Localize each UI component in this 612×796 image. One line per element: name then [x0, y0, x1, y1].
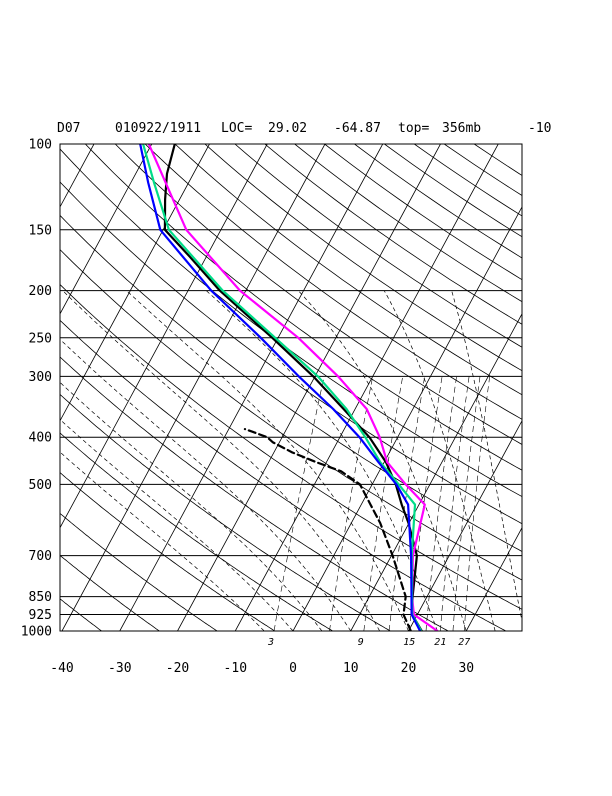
pressure-tick-label: 850 [29, 590, 52, 605]
header-top-label: top= [398, 121, 429, 136]
mixing-ratio-label: 3 [267, 637, 274, 648]
pressure-tick-label: 150 [29, 223, 52, 238]
mixing-ratio-line [453, 376, 480, 631]
moist-adiabat [12, 291, 351, 631]
temperature-tick-label: -40 [50, 661, 73, 676]
mixing-ratio-label: 27 [458, 637, 470, 648]
header-station: D07 [57, 121, 80, 136]
pressure-tick-label: 300 [29, 370, 52, 385]
moist-adiabat [298, 291, 466, 631]
dry-adiabat [235, 144, 612, 631]
temperature-tick-label: 20 [401, 661, 417, 676]
dry-adiabat [444, 144, 612, 631]
pressure-tick-label: 400 [29, 431, 52, 446]
dry-adiabat [26, 144, 612, 631]
pressure-tick-label: 1000 [21, 625, 52, 640]
header-lat: 29.02 [268, 121, 307, 136]
isotherm [524, 144, 612, 631]
plot-frame [60, 144, 522, 631]
mixing-ratio-line [274, 376, 324, 631]
header-loc-label: LOC= [221, 121, 252, 136]
dry-adiabat [0, 144, 448, 631]
temperature-tick-label: -20 [166, 661, 189, 676]
dry-adiabat [414, 144, 612, 631]
temperature-tick-label: 0 [289, 661, 297, 676]
dry-adiabat [384, 144, 612, 631]
dry-adiabat [0, 144, 612, 631]
mixing-ratio-label: 21 [434, 637, 446, 648]
temperature-tick-label: -10 [224, 661, 247, 676]
mixing-ratio-line [440, 376, 469, 631]
dry-adiabat [0, 144, 390, 631]
moist-adiabat [384, 291, 495, 631]
header-top-value: 356mb [442, 121, 481, 136]
header-datetime: 010922/1911 [115, 121, 201, 136]
pressure-isobars [60, 144, 522, 631]
pressure-tick-label: 925 [29, 608, 52, 623]
temperature-tick-label: 30 [458, 661, 474, 676]
moist-adiabat [127, 291, 409, 631]
mixing-ratio-line [426, 376, 457, 631]
dry-adiabat [55, 144, 612, 631]
pressure-tick-label: 700 [29, 549, 52, 564]
background-lines [0, 144, 612, 631]
dry-adiabat [145, 144, 612, 631]
pressure-tick-label: 100 [29, 138, 52, 153]
header-lon: -64.87 [334, 121, 381, 136]
dry-adiabat [474, 144, 612, 631]
dry-adiabat [295, 144, 612, 631]
dry-adiabat [0, 144, 612, 631]
pressure-tick-label: 200 [29, 284, 52, 299]
pressure-tick-label: 250 [29, 331, 52, 346]
moist-adiabat [63, 291, 380, 631]
mixing-ratio-label: 15 [403, 637, 415, 648]
temperature-tick-label: 10 [343, 661, 359, 676]
pressure-tick-label: 500 [29, 478, 52, 493]
header-extra: -10 [528, 121, 551, 136]
dry-adiabat [265, 144, 612, 631]
dry-adiabat [0, 144, 564, 631]
mixing-ratio-label: 9 [358, 637, 364, 648]
isotherm [582, 144, 612, 631]
sounding-line [140, 144, 420, 631]
dry-adiabat [115, 144, 612, 631]
temperature-tick-label: -30 [108, 661, 131, 676]
isotherm [0, 144, 152, 631]
